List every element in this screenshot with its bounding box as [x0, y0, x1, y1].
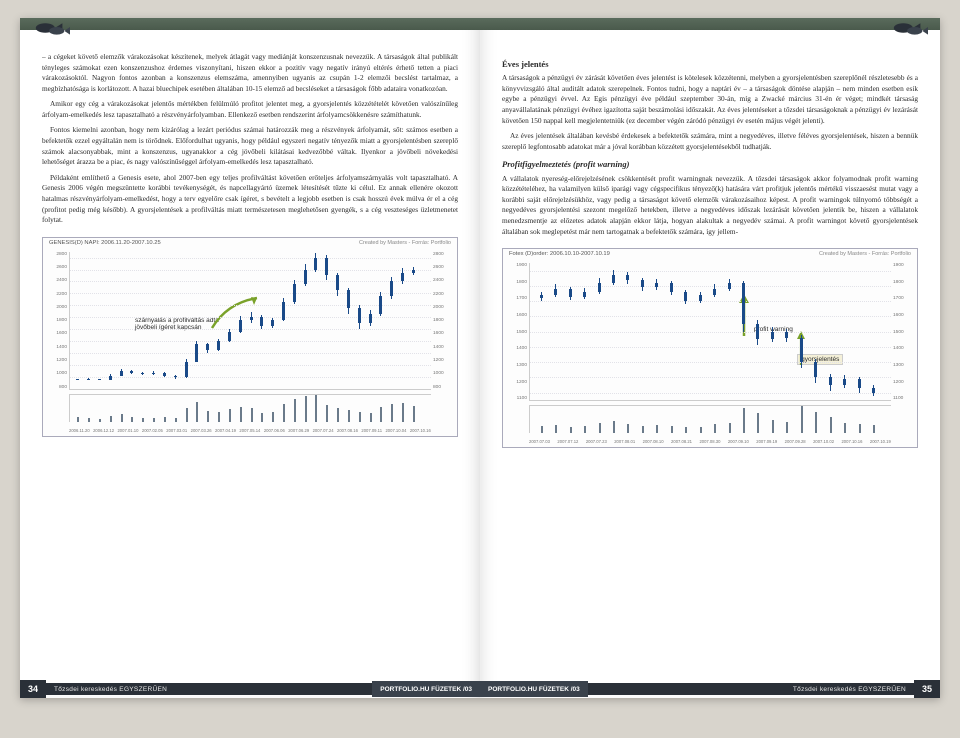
page-number: 34 [20, 680, 46, 698]
paragraph: Az éves jelentések általában kevésbé érd… [502, 131, 918, 152]
x-axis: 2007.07.032007.07.122007.07.232007.08.01… [529, 439, 891, 444]
book-spread: – a cégeket követő elemzők várakozásokat… [20, 18, 940, 698]
paragraph: A vállalatok nyereség-előrejelzésének cs… [502, 174, 918, 237]
top-strip [20, 18, 480, 30]
page-footer: 34 Tőzsdei kereskedés EGYSZERŰEN PORTFOL… [20, 680, 480, 698]
footer-bar-text: Tőzsdei kereskedés EGYSZERŰEN [588, 683, 914, 695]
footer-tab-text: PORTFOLIO.HU FÜZETEK /03 [480, 681, 588, 697]
page-number: 35 [914, 680, 940, 698]
paragraph: Amikor egy cég a várakozásokat jelentős … [42, 99, 458, 120]
right-page: Éves jelentés A társaságok a pénzügyi év… [480, 18, 940, 698]
chart-price-area: profit warning gyorsjelentés [529, 263, 891, 401]
paragraph: – a cégeket követő elemzők várakozásokat… [42, 52, 458, 94]
left-page: – a cégeket követő elemzők várakozásokat… [20, 18, 480, 698]
chart-credit: Created by Masters - Forrás: Portfolio [359, 240, 451, 246]
top-strip [480, 18, 940, 30]
chart-credit: Created by Masters - Forrás: Portfolio [819, 251, 911, 257]
page-footer: 35 Tőzsdei kereskedés EGYSZERŰEN PORTFOL… [480, 680, 940, 698]
fish-logo-icon [890, 18, 928, 38]
chart-title: Fotex (D)order: 2006.10.10-2007.10.19 [509, 251, 610, 257]
heading: Profitfigyelmeztetés (profit warning) [502, 158, 918, 170]
chart-price-area: szárnyalás a profilváltás adta jövőbeli … [69, 252, 431, 390]
chart-volume-area [69, 394, 431, 422]
genesis-chart: GENESIS(D) NAPI: 2006.11.20-2007.10.25 C… [42, 237, 458, 437]
y-axis-right: 2800260024002200200018001600140012001000… [433, 252, 455, 390]
paragraph: A társaságok a pénzügyi év zárását követ… [502, 73, 918, 126]
left-body-text: – a cégeket követő elemzők várakozásokat… [42, 52, 458, 231]
heading: Éves jelentés [502, 58, 918, 70]
paragraph: Példaként említhető a Genesis esete, aho… [42, 173, 458, 226]
fish-logo-icon [32, 18, 70, 38]
chart-volume-area [529, 405, 891, 433]
y-axis-left: 2800260024002200200018001600140012001000… [45, 252, 67, 390]
x-axis: 2006.11.202006.12.122007.01.102007.02.05… [69, 428, 431, 433]
y-axis-left: 190018001700160015001400130012001100 [505, 263, 527, 401]
footer-bar-text: Tőzsdei kereskedés EGYSZERŰEN [46, 683, 372, 695]
right-body-text: Éves jelentés A társaságok a pénzügyi év… [502, 52, 918, 242]
chart-title: GENESIS(D) NAPI: 2006.11.20-2007.10.25 [49, 240, 161, 246]
footer-tab-text: PORTFOLIO.HU FÜZETEK /03 [372, 681, 480, 697]
fotex-chart: Fotex (D)order: 2006.10.10-2007.10.19 Cr… [502, 248, 918, 448]
y-axis-right: 190018001700160015001400130012001100 [893, 263, 915, 401]
paragraph: Fontos kiemelni azonban, hogy nem kizáró… [42, 125, 458, 167]
